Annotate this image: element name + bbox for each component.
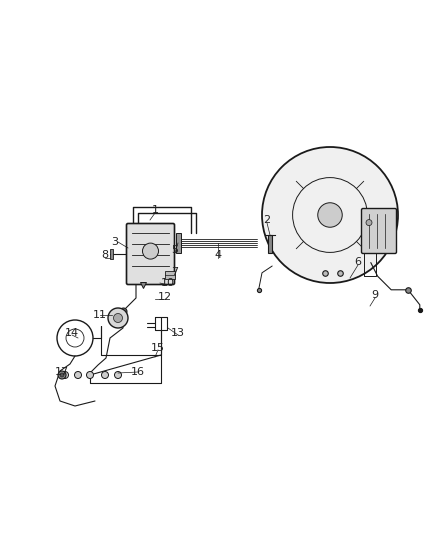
Bar xyxy=(268,235,272,253)
Circle shape xyxy=(86,372,93,378)
Circle shape xyxy=(102,372,109,378)
Text: 17: 17 xyxy=(55,367,69,377)
Text: 16: 16 xyxy=(131,367,145,377)
Circle shape xyxy=(113,313,123,322)
Bar xyxy=(110,249,113,259)
Text: 5: 5 xyxy=(172,245,179,255)
Text: 2: 2 xyxy=(263,215,271,225)
Circle shape xyxy=(318,203,342,227)
Bar xyxy=(176,233,181,253)
Text: 1: 1 xyxy=(152,205,159,215)
Circle shape xyxy=(262,147,398,283)
Text: 4: 4 xyxy=(215,250,222,260)
Text: 15: 15 xyxy=(151,343,165,353)
Text: 9: 9 xyxy=(371,290,378,300)
Bar xyxy=(165,271,175,279)
Circle shape xyxy=(114,372,121,378)
FancyBboxPatch shape xyxy=(127,223,174,285)
Circle shape xyxy=(366,220,372,225)
Text: 14: 14 xyxy=(65,328,79,338)
Text: 12: 12 xyxy=(158,292,172,302)
Text: 3: 3 xyxy=(112,237,119,247)
Text: 8: 8 xyxy=(102,250,109,260)
FancyBboxPatch shape xyxy=(361,208,396,254)
Circle shape xyxy=(60,373,64,377)
Text: 10: 10 xyxy=(161,278,175,288)
Circle shape xyxy=(142,243,159,259)
Text: 11: 11 xyxy=(93,310,107,320)
Text: 13: 13 xyxy=(171,328,185,338)
Circle shape xyxy=(58,371,66,379)
Circle shape xyxy=(108,308,128,328)
Circle shape xyxy=(61,372,68,378)
Circle shape xyxy=(74,372,81,378)
Text: 6: 6 xyxy=(354,257,361,267)
Text: 7: 7 xyxy=(171,267,179,277)
